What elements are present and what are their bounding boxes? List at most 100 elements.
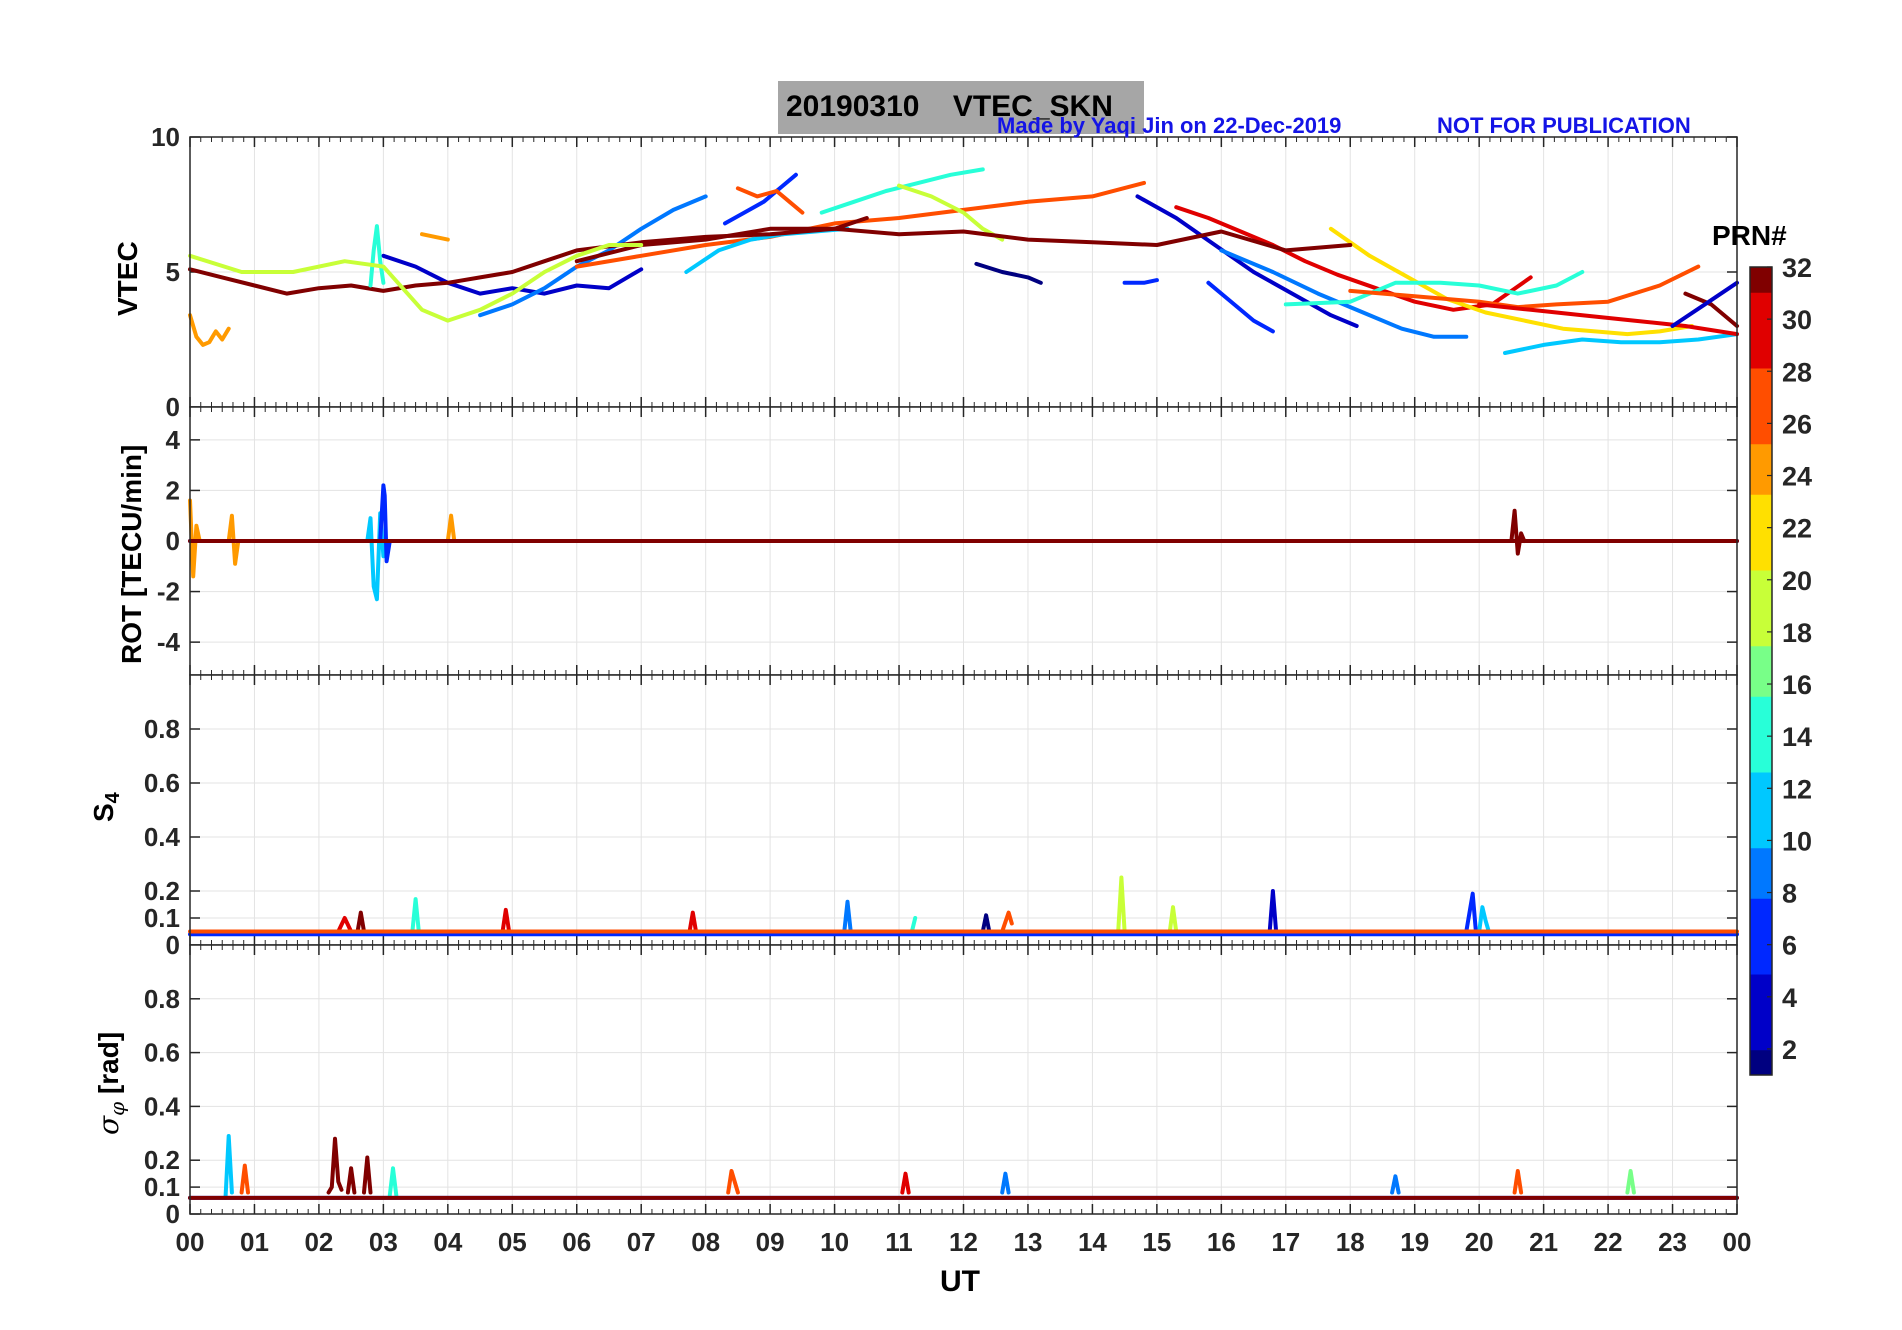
colorbar-frame — [1749, 266, 1773, 1076]
series-line-prn-13 — [368, 224, 386, 288]
series-line-prn-18 — [1116, 875, 1127, 934]
colorbar-tick-label: 16 — [1782, 670, 1812, 700]
colorbar-segment — [1750, 721, 1772, 748]
colorbar-segment — [1750, 393, 1772, 419]
panel-sigma-phi: 00.10.2 0.4 0.6 0.8 — [144, 944, 1739, 1229]
x-tick-label: 21 — [1529, 1227, 1558, 1257]
colorbar-segment — [1750, 443, 1772, 470]
colorbar-segment — [1750, 822, 1772, 849]
colorbar-segment — [1750, 948, 1772, 975]
colorbar-segment — [1750, 898, 1772, 924]
x-tick-label: 10 — [820, 1227, 849, 1257]
series-line-prn-30 — [1477, 302, 1739, 337]
colorbar-tick-label: 14 — [1782, 722, 1812, 752]
series-line-prn-9 — [1000, 1171, 1011, 1195]
y-tick-label: 0 — [166, 392, 180, 422]
colorbar-tick-label: 30 — [1782, 305, 1812, 335]
series-line-prn-32 — [188, 226, 1353, 296]
y-tick-label: -2 — [157, 577, 180, 607]
y-tick-label: -4 — [157, 627, 181, 657]
colorbar-segment — [1750, 342, 1772, 369]
series-line-prn-17 — [1625, 1169, 1636, 1195]
x-tick-label: 18 — [1336, 1227, 1365, 1257]
colorbar-tick-label: 10 — [1782, 826, 1812, 856]
title-box — [778, 81, 1144, 134]
colorbar-tick-label: 24 — [1782, 462, 1812, 492]
series-line-prn-31 — [362, 1155, 373, 1195]
series-line-prn-31 — [355, 910, 366, 934]
panel-s4: 00.10.2 0.4 0.6 0.8 — [144, 674, 1739, 960]
colorbar-segment — [1750, 645, 1772, 672]
colorbar-tick-label: 22 — [1782, 514, 1812, 544]
colorbar-tick-label: 2 — [1782, 1035, 1797, 1065]
series-line-prn-24 — [188, 313, 231, 347]
series-line-prn-18 — [188, 243, 644, 323]
chart-title: 20190310 VTEC_SKN — [786, 90, 1113, 124]
y-tick-label: 0.1 — [144, 903, 180, 933]
x-tick-label: 23 — [1658, 1227, 1687, 1257]
y-tick-label: 2 — [166, 475, 180, 505]
series-line-prn-26 — [1512, 1169, 1524, 1195]
x-tick-label: 20 — [1465, 1227, 1494, 1257]
x-tick-labels: 00 01 02 03 04 05 06 07 08 09 10 11 12 13 14 15 16 17 18 19… — [176, 1227, 1752, 1257]
x-tick-label: 00 — [1723, 1227, 1752, 1257]
series-line-prn-4 — [1267, 889, 1279, 934]
colorbar-segment — [1750, 267, 1772, 293]
series-line-prn-2 — [974, 261, 1043, 285]
colorbar-segment — [1750, 1049, 1772, 1076]
x-tick-label: 03 — [369, 1227, 398, 1257]
colorbar-segment — [1750, 595, 1772, 621]
ylabel-s4: S4 — [88, 792, 124, 822]
series-line-prn-29 — [900, 1171, 911, 1195]
colorbar-segment — [1750, 620, 1772, 647]
series-line-prn-12 — [1503, 332, 1739, 355]
colorbar-segment — [1750, 772, 1772, 798]
colorbar-segment — [1750, 797, 1772, 823]
x-tick-label: 00 — [176, 1227, 205, 1257]
x-tick-label: 16 — [1207, 1227, 1236, 1257]
title-label: VTEC_SKN — [952, 90, 1113, 123]
colorbar-tick-label: 28 — [1782, 357, 1812, 387]
ylabel-rot: ROT [TECU/min] — [116, 444, 147, 664]
series-line-prn-15 — [1283, 270, 1585, 307]
series-line-prn-31 — [1509, 508, 1527, 556]
colorbar-tick-label: 4 — [1782, 983, 1797, 1013]
y-tick-label: 0.4 — [144, 1091, 181, 1121]
series-line-prn-23 — [188, 498, 202, 579]
colorbar-segment — [1750, 671, 1772, 697]
title-date: 20190310 — [786, 90, 920, 123]
series-line-prn-29 — [687, 910, 698, 934]
series-line-prn-7 — [378, 483, 392, 564]
colorbar-segment — [1750, 544, 1772, 571]
x-tick-label: 01 — [240, 1227, 269, 1257]
y-tick-label: 0.6 — [144, 1038, 180, 1068]
colorbar-segment — [1750, 1024, 1772, 1051]
series-line-prn-12 — [1477, 905, 1491, 934]
x-tick-label: 08 — [691, 1227, 720, 1257]
series-line-prn-30 — [500, 907, 512, 934]
series-line-prn-14 — [387, 1166, 399, 1198]
x-tick-label: 09 — [756, 1227, 785, 1257]
y-tick-label: 0.2 — [144, 876, 180, 906]
colorbar-segment — [1750, 974, 1772, 1000]
colorbar-segment — [1750, 746, 1772, 773]
series-line-prn-26 — [239, 1163, 250, 1195]
series-line-prn-3 — [1670, 280, 1739, 328]
series-line-prn-6 — [1122, 278, 1159, 285]
colorbar-segment — [1750, 570, 1772, 596]
series-line-prn-26 — [574, 180, 1146, 269]
y-tick-label: 0.6 — [144, 768, 180, 798]
x-tick-label: 04 — [433, 1227, 462, 1257]
series-line-prn-11 — [223, 1134, 234, 1200]
colorbar-segment — [1750, 873, 1772, 899]
colorbar-segment — [1750, 368, 1772, 394]
xlabel-ut: UT — [940, 1265, 980, 1298]
x-tick-label: 19 — [1400, 1227, 1429, 1257]
series-line-prn-23 — [420, 232, 450, 242]
colorbar-segment — [1750, 696, 1772, 722]
colorbar-segment — [1750, 469, 1772, 495]
series-line-prn-8 — [842, 899, 853, 934]
y-tick-label: 0 — [166, 1199, 180, 1229]
x-tick-label: 22 — [1594, 1227, 1623, 1257]
